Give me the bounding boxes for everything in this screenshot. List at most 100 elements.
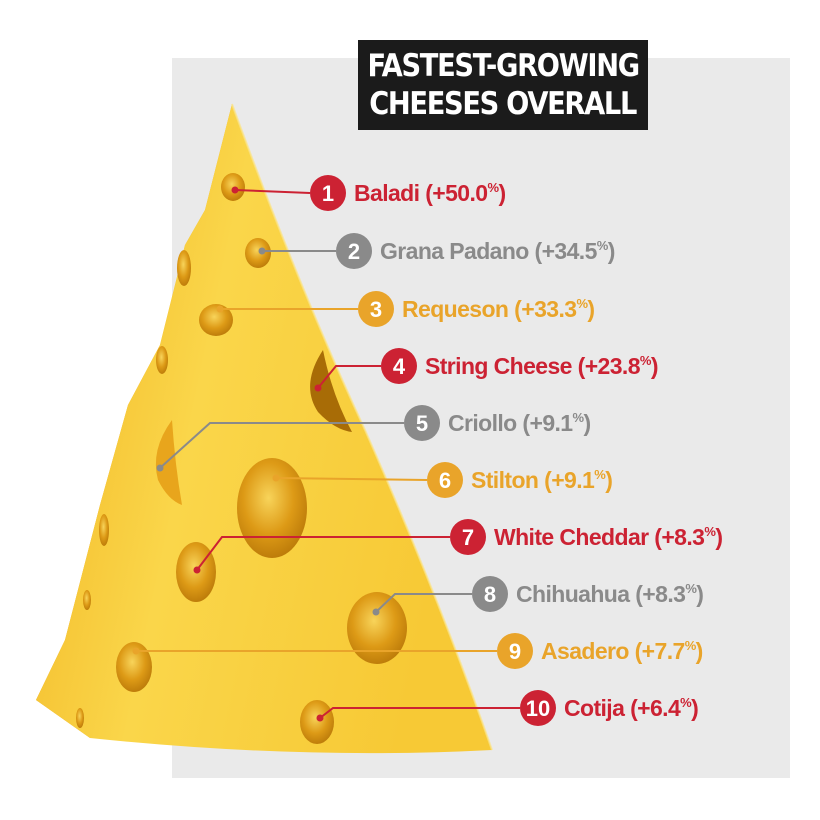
- rank-number: 5: [416, 411, 428, 436]
- cheese-hole: [347, 592, 407, 664]
- rank-number: 8: [484, 582, 496, 607]
- growth-value: (+7.7: [635, 638, 685, 664]
- cheese-name: Cotija: [564, 695, 630, 721]
- leader-dot: [216, 305, 224, 313]
- cheese-name: Asadero: [541, 638, 635, 664]
- leader-dot: [372, 608, 380, 616]
- cheese-edge-cutout: [310, 350, 352, 432]
- cheese-label: Stilton (+9.1%): [471, 467, 612, 493]
- unit-symbol: %: [594, 467, 606, 482]
- rank-badge: [427, 462, 463, 498]
- leader-line: [317, 365, 381, 389]
- unit-symbol: %: [685, 581, 697, 596]
- leader-dot: [231, 186, 239, 194]
- rank-badge: [520, 690, 556, 726]
- unit-symbol: %: [640, 353, 652, 368]
- item-rank-1: 1 Baladi (+50.0%): [231, 175, 506, 211]
- cheese-edge-highlight: [231, 103, 493, 751]
- item-rank-8: 8 Chihuahua (+8.3%): [372, 576, 704, 616]
- rank-number: 7: [462, 525, 474, 550]
- close-paren: ): [498, 180, 505, 206]
- close-paren: ): [651, 353, 658, 379]
- close-paren: ): [715, 524, 722, 550]
- cheese-label: Grana Padano (+34.5%): [380, 238, 615, 264]
- cheese-side-dent: [155, 420, 182, 505]
- growth-value: (+9.1: [522, 410, 573, 436]
- rank-badge: [404, 405, 440, 441]
- cheese-name: String Cheese: [425, 353, 578, 379]
- cheese-label: Requeson (+33.3%): [402, 296, 594, 322]
- leader-dot: [316, 714, 324, 722]
- cheese-name: Stilton: [471, 467, 544, 493]
- cheese-label: Asadero (+7.7%): [541, 638, 703, 664]
- leader-dot: [258, 247, 266, 255]
- item-rank-10: 10 Cotija (+6.4%): [316, 690, 699, 726]
- rank-badge: [310, 175, 346, 211]
- leader-dot: [132, 647, 140, 655]
- cheese-name: Chihuahua: [516, 581, 635, 607]
- growth-value: (+8.3: [635, 581, 685, 607]
- cheese-label: Chihuahua (+8.3%): [516, 581, 703, 607]
- leader-dot: [272, 474, 280, 482]
- leader-line: [234, 189, 311, 194]
- rank-badge: [450, 519, 486, 555]
- growth-value: (+34.5: [535, 238, 598, 264]
- unit-symbol: %: [685, 638, 697, 653]
- cheese-hole: [237, 458, 307, 558]
- growth-value: (+23.8: [578, 353, 641, 379]
- rank-number: 2: [348, 239, 360, 264]
- unit-symbol: %: [597, 238, 609, 253]
- cheese-name: Grana Padano: [380, 238, 535, 264]
- cheese-name: Criollo: [448, 410, 522, 436]
- rank-badge: [336, 233, 372, 269]
- rank-badge: [472, 576, 508, 612]
- leader-line: [319, 707, 520, 719]
- close-paren: ): [696, 638, 703, 664]
- unit-symbol: %: [573, 410, 585, 425]
- unit-symbol: %: [704, 524, 716, 539]
- growth-value: (+6.4: [630, 695, 681, 721]
- leader-dot: [193, 566, 201, 574]
- growth-value: (+50.0: [425, 180, 487, 206]
- rank-number: 6: [439, 468, 451, 493]
- cheese-hole: [116, 642, 152, 692]
- growth-value: (+33.3: [514, 296, 576, 322]
- leader-line: [196, 536, 450, 571]
- rank-number: 3: [370, 297, 382, 322]
- leader-line: [159, 422, 404, 469]
- unit-symbol: %: [576, 296, 588, 311]
- leader-dot: [156, 464, 164, 472]
- cheese-label: Criollo (+9.1%): [448, 410, 591, 436]
- unit-symbol: %: [680, 695, 692, 710]
- cheese-hole: [221, 173, 245, 201]
- rank-badge: [497, 633, 533, 669]
- close-paren: ): [587, 296, 594, 322]
- cheese-hole: [99, 514, 109, 546]
- item-rank-9: 9 Asadero (+7.7%): [132, 633, 703, 669]
- growth-value: (+9.1: [544, 467, 595, 493]
- cheese-hole: [300, 700, 334, 744]
- item-rank-2: 2 Grana Padano (+34.5%): [258, 233, 615, 269]
- close-paren: ): [605, 467, 612, 493]
- title-line-2: CHEESES OVERALL: [369, 86, 638, 122]
- rank-number: 10: [526, 696, 550, 721]
- cheese-front-face: [36, 104, 492, 754]
- cheese-label: Cotija (+6.4%): [564, 695, 698, 721]
- item-rank-3: 3 Requeson (+33.3%): [216, 291, 595, 327]
- close-paren: ): [696, 581, 703, 607]
- cheese-hole: [177, 250, 191, 286]
- chart-title: FASTEST-GROWING CHEESES OVERALL: [358, 40, 648, 130]
- cheese-hole: [156, 346, 168, 374]
- cheese-label: White Cheddar (+8.3%): [494, 524, 722, 550]
- cheese-hole: [83, 590, 91, 610]
- cheese-hole: [245, 238, 271, 268]
- cheese-label: String Cheese (+23.8%): [425, 353, 658, 379]
- cheese-name: White Cheddar: [494, 524, 654, 550]
- rank-number: 9: [509, 639, 521, 664]
- cheese-hole: [76, 708, 84, 728]
- cheese-label: Baladi (+50.0%): [354, 180, 506, 206]
- close-paren: ): [583, 410, 590, 436]
- unit-symbol: %: [487, 180, 499, 195]
- leader-line: [275, 477, 428, 481]
